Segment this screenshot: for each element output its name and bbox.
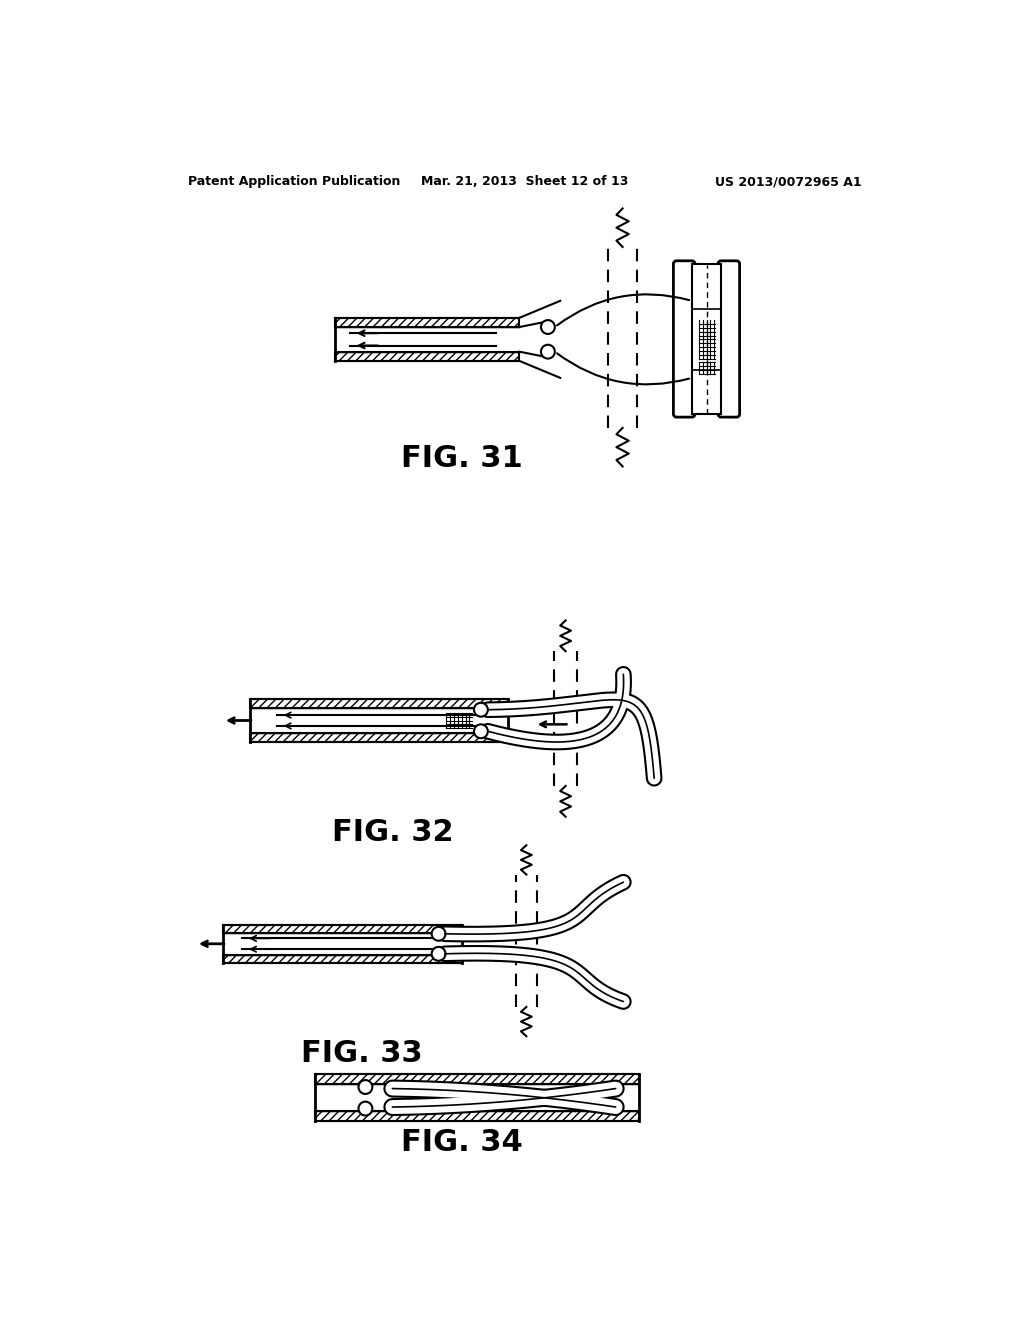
FancyBboxPatch shape	[718, 261, 739, 417]
Text: FIG. 33: FIG. 33	[301, 1039, 422, 1068]
Text: US 2013/0072965 A1: US 2013/0072965 A1	[716, 176, 862, 189]
Circle shape	[474, 725, 487, 738]
Text: Mar. 21, 2013  Sheet 12 of 13: Mar. 21, 2013 Sheet 12 of 13	[421, 176, 629, 189]
Circle shape	[432, 927, 445, 941]
Circle shape	[541, 345, 555, 359]
Text: FIG. 31: FIG. 31	[400, 445, 522, 473]
Text: FIG. 34: FIG. 34	[400, 1129, 522, 1156]
Bar	[223, 924, 462, 933]
Circle shape	[358, 1080, 373, 1094]
Bar	[335, 351, 519, 360]
Text: FIG. 32: FIG. 32	[332, 817, 454, 846]
Bar	[250, 733, 508, 742]
FancyBboxPatch shape	[674, 261, 695, 417]
Circle shape	[474, 702, 487, 717]
Bar	[315, 1074, 639, 1084]
Bar	[315, 1111, 639, 1121]
FancyArrowPatch shape	[557, 294, 689, 325]
Bar	[335, 318, 519, 327]
Circle shape	[358, 1102, 373, 1115]
Bar	[692, 264, 721, 414]
Circle shape	[432, 946, 445, 961]
Bar	[250, 700, 508, 708]
Circle shape	[541, 321, 555, 334]
FancyArrowPatch shape	[557, 354, 689, 384]
Bar	[223, 954, 462, 964]
Text: Patent Application Publication: Patent Application Publication	[188, 176, 400, 189]
